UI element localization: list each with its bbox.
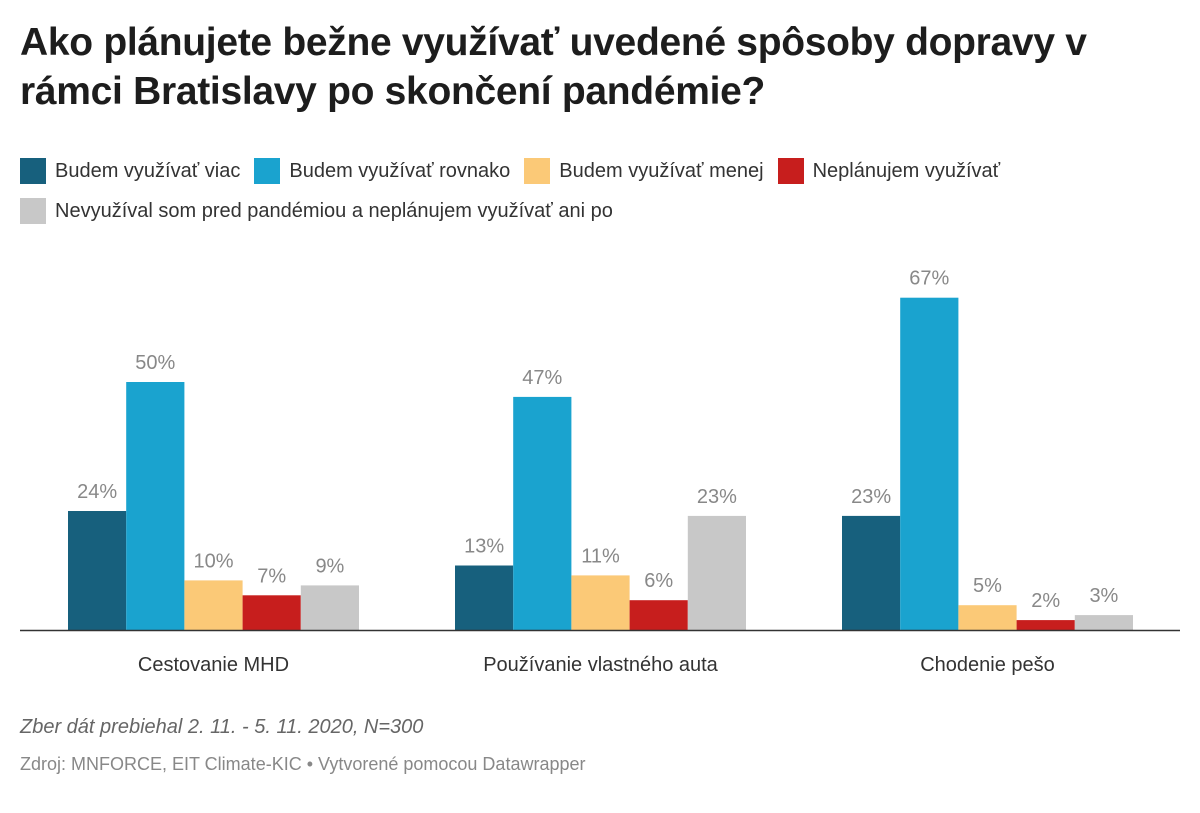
chart-source: Zdroj: MNFORCE, EIT Climate-KIC • Vytvor… [20,754,586,774]
bar [842,515,901,630]
bar [958,605,1017,630]
bar [68,511,127,630]
data-label: 50% [135,352,175,374]
legend-item: Budem využívať rovnako [254,156,510,186]
data-label: 6% [644,570,673,592]
bar [300,585,359,630]
legend-swatch [777,158,804,184]
chart-title: Ako plánujete bežne využívať uvedené spô… [20,21,1087,113]
legend-label: Budem využívať viac [55,159,241,182]
bar [900,297,959,630]
data-label: 24% [77,481,117,503]
bar [1016,620,1075,630]
legend-label: Nevyužíval som pred pandémiou a neplánuj… [55,199,613,222]
data-label: 5% [973,575,1002,597]
bar [184,580,243,630]
legend-swatch [20,198,46,224]
category-label: Používanie vlastného auta [483,654,718,676]
bar-chart: 24% 50% 10% 7% 9% Cestovanie MHD 13% 47% 11% 6% 23… [20,268,1180,676]
chart-notes: Zber dát prebiehal 2. 11. - 5. 11. 2020,… [20,716,424,738]
data-label: 2% [1031,590,1060,612]
legend-item: Neplánujem využívať [777,156,1001,186]
legend-item: Budem využívať viac [20,156,240,186]
bar [455,565,514,630]
legend-label: Budem využívať rovnako [289,159,511,182]
data-label: 11% [581,545,620,567]
legend: Budem využívať viac Budem využívať rovnak… [20,156,1190,226]
legend-item: Nevyužíval som pred pandémiou a neplánuj… [20,196,613,226]
data-label: 13% [464,536,504,558]
data-label: 7% [257,565,286,587]
category-label: Cestovanie MHD [138,654,289,676]
bar [629,600,688,630]
data-label: 23% [697,486,737,508]
category-label: Chodenie pešo [920,654,1055,676]
data-label: 67% [909,268,949,290]
legend-swatch [524,158,551,184]
bar [242,595,301,630]
data-label: 47% [522,367,562,389]
data-label: 10% [193,550,233,572]
bar [571,575,630,630]
data-label: 23% [851,486,891,508]
data-label: 9% [315,555,344,577]
bar [126,382,185,630]
data-label: 3% [1089,585,1118,607]
legend-swatch [20,158,46,184]
bar [1074,615,1133,630]
bar [513,396,572,630]
legend-label: Neplánujem využívať [812,159,1001,182]
bar [687,515,746,630]
legend-swatch [254,158,281,184]
legend-label: Budem využívať menej [559,159,764,182]
legend-item: Budem využívať menej [524,156,764,186]
